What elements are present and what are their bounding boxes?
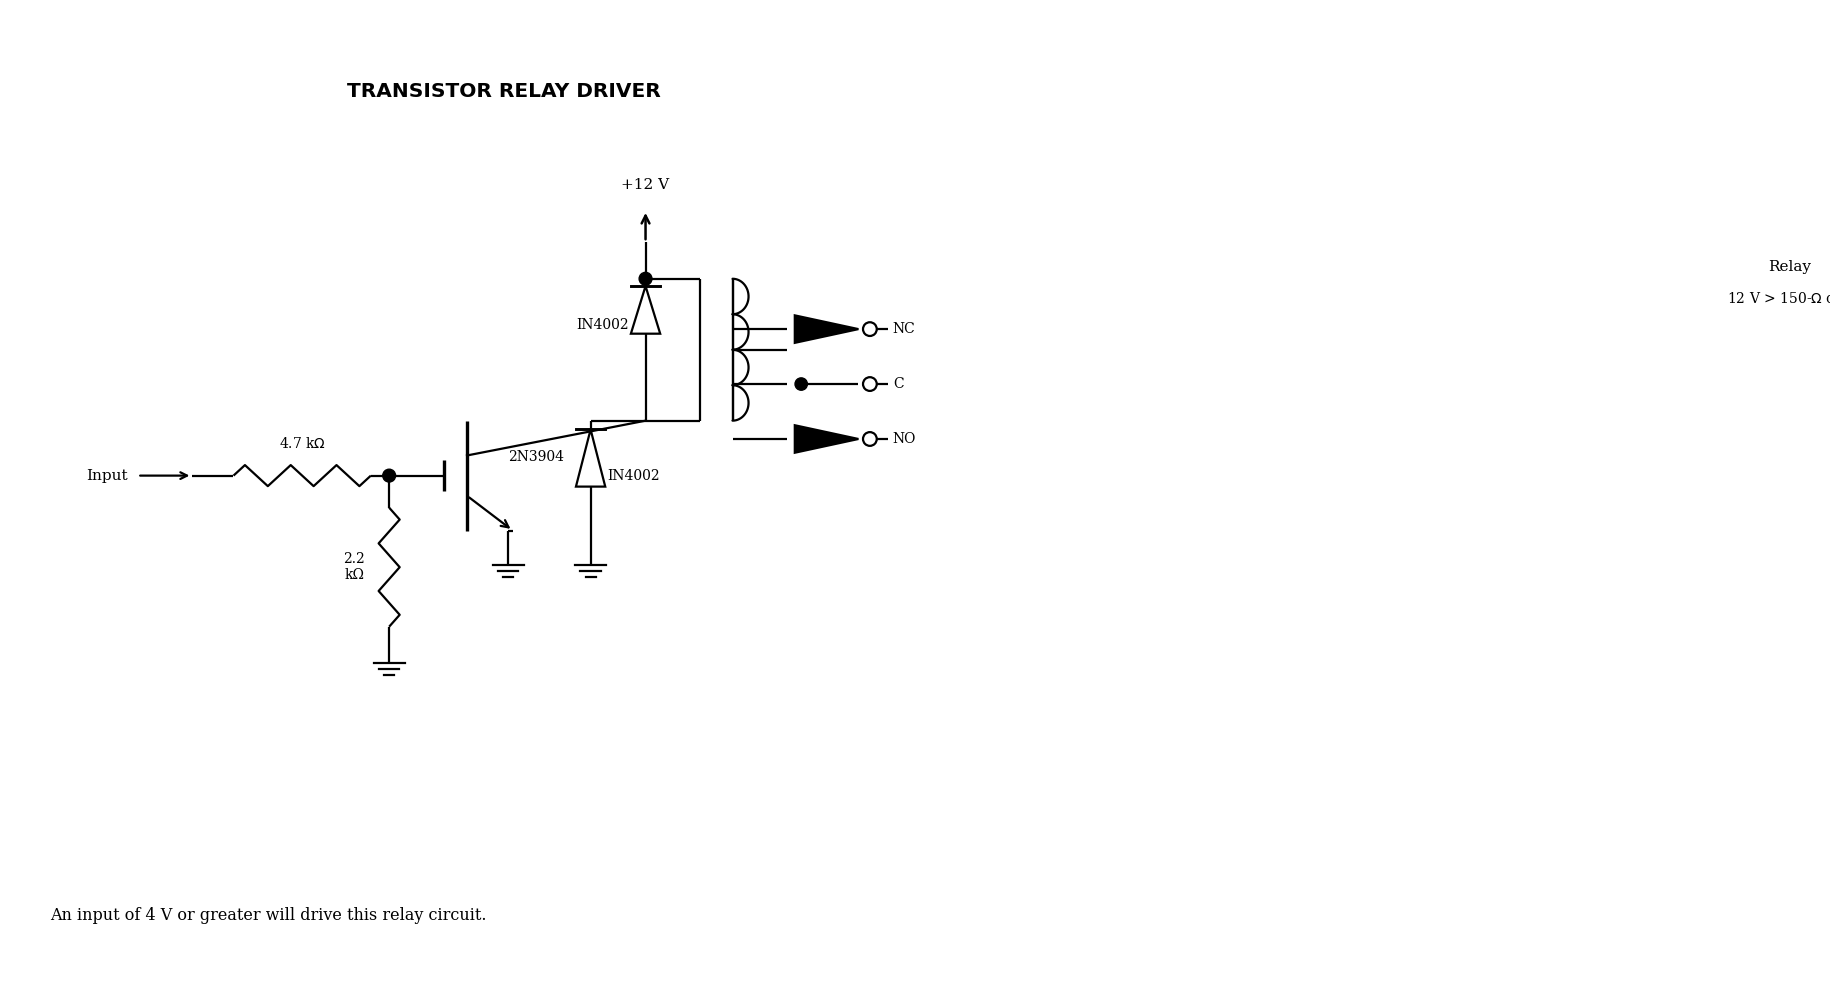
- Circle shape: [382, 469, 395, 482]
- Text: 2.2
kΩ: 2.2 kΩ: [342, 552, 364, 583]
- Polygon shape: [794, 425, 858, 453]
- Text: 12 V > 150-$\Omega$ coil: 12 V > 150-$\Omega$ coil: [1728, 291, 1830, 306]
- Text: IN4002: IN4002: [576, 318, 630, 332]
- Text: NO: NO: [893, 432, 917, 446]
- Text: TRANSISTOR RELAY DRIVER: TRANSISTOR RELAY DRIVER: [346, 82, 661, 101]
- Text: +12 V: +12 V: [622, 177, 670, 192]
- Circle shape: [794, 378, 807, 390]
- Text: Relay: Relay: [1768, 260, 1812, 274]
- Text: 4.7 k$\Omega$: 4.7 k$\Omega$: [278, 435, 326, 451]
- Text: C: C: [893, 377, 904, 391]
- Polygon shape: [794, 316, 858, 343]
- Text: NC: NC: [893, 323, 915, 336]
- Text: An input of 4 V or greater will drive this relay circuit.: An input of 4 V or greater will drive th…: [51, 906, 487, 923]
- Text: 2N3904: 2N3904: [509, 451, 564, 465]
- Circle shape: [639, 272, 651, 285]
- Text: Input: Input: [86, 469, 128, 483]
- Text: IN4002: IN4002: [608, 469, 659, 483]
